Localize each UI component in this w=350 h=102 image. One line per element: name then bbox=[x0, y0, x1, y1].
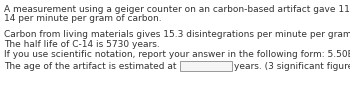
Text: The half life of C-14 is 5730 years.: The half life of C-14 is 5730 years. bbox=[4, 40, 160, 49]
Text: The age of the artifact is estimated at: The age of the artifact is estimated at bbox=[4, 62, 176, 71]
Bar bbox=[180, 61, 231, 71]
Text: Carbon from living materials gives 15.3 disintegrations per minute per gram of c: Carbon from living materials gives 15.3 … bbox=[4, 30, 350, 39]
Text: 14 per minute per gram of carbon.: 14 per minute per gram of carbon. bbox=[4, 14, 162, 23]
Text: years. (3 significant figures): years. (3 significant figures) bbox=[234, 62, 350, 71]
Text: If you use scientific notation, report your answer in the following form: 5.50E3: If you use scientific notation, report y… bbox=[4, 50, 350, 59]
Text: A measurement using a geiger counter on an carbon-based artifact gave 11.1 disin: A measurement using a geiger counter on … bbox=[4, 5, 350, 14]
